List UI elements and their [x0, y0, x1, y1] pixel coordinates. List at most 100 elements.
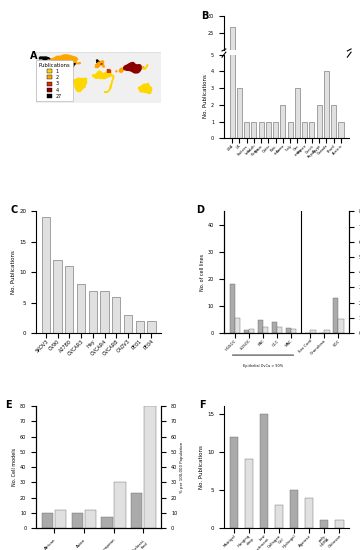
Bar — [85, 510, 96, 528]
Bar — [266, 122, 271, 138]
Bar — [235, 318, 240, 333]
Bar — [249, 328, 255, 333]
Bar — [89, 290, 97, 333]
Bar — [280, 110, 285, 117]
Bar — [144, 406, 156, 528]
Bar — [230, 437, 238, 528]
Bar — [290, 490, 298, 528]
Bar — [277, 327, 283, 333]
Y-axis label: % per 100,000 Population: % per 100,000 Population — [180, 442, 184, 493]
Bar — [251, 122, 256, 138]
Bar — [309, 122, 315, 138]
Bar — [305, 498, 313, 528]
Bar — [230, 26, 235, 117]
Bar — [100, 290, 109, 333]
Bar — [288, 122, 293, 138]
Polygon shape — [120, 68, 125, 73]
Y-axis label: No. Publications: No. Publications — [12, 250, 17, 294]
Text: A: A — [30, 51, 37, 61]
Bar — [251, 113, 256, 117]
Text: C: C — [11, 205, 18, 215]
Bar — [136, 321, 144, 333]
Polygon shape — [101, 61, 104, 63]
Bar — [53, 260, 62, 333]
Polygon shape — [40, 57, 50, 60]
Polygon shape — [107, 69, 111, 73]
Polygon shape — [101, 64, 104, 67]
Y-axis label: No. of cell lines: No. of cell lines — [200, 254, 205, 291]
Text: E: E — [5, 400, 11, 410]
Text: D: D — [196, 205, 204, 215]
Bar — [42, 513, 53, 528]
Polygon shape — [124, 63, 141, 73]
FancyBboxPatch shape — [36, 52, 161, 103]
Bar — [266, 113, 271, 117]
Bar — [324, 330, 329, 333]
Bar — [331, 110, 336, 117]
Text: B: B — [201, 12, 209, 21]
Bar — [291, 328, 296, 333]
Bar — [309, 113, 315, 117]
Bar — [275, 505, 283, 528]
Bar — [317, 110, 322, 117]
Legend: 1, 2, 3, 4, 27: 1, 2, 3, 4, 27 — [36, 60, 72, 101]
Bar — [285, 328, 291, 333]
Bar — [101, 518, 113, 528]
Bar — [77, 284, 85, 333]
Bar — [338, 122, 343, 138]
Bar — [295, 88, 300, 138]
Text: F: F — [199, 400, 206, 410]
Bar — [302, 113, 307, 117]
Bar — [65, 266, 73, 333]
Bar — [338, 320, 343, 333]
Bar — [295, 107, 300, 117]
Bar — [317, 105, 322, 138]
Polygon shape — [50, 55, 80, 64]
Y-axis label: No. Publications: No. Publications — [203, 75, 208, 118]
Circle shape — [116, 71, 117, 72]
Bar — [258, 122, 264, 138]
Y-axis label: No. Publications: No. Publications — [199, 445, 204, 489]
Bar — [244, 122, 249, 138]
Polygon shape — [73, 78, 86, 91]
Text: Epithelial OvCa > 90%: Epithelial OvCa > 90% — [243, 364, 283, 367]
Bar — [333, 298, 338, 333]
Polygon shape — [55, 63, 75, 72]
Polygon shape — [96, 60, 99, 63]
Bar — [114, 482, 126, 528]
Bar — [302, 122, 307, 138]
Polygon shape — [142, 67, 144, 68]
Y-axis label: No. Cell models: No. Cell models — [12, 448, 17, 486]
Bar — [320, 520, 328, 528]
Bar — [331, 105, 336, 138]
Polygon shape — [97, 62, 101, 65]
Bar — [230, 284, 235, 333]
Bar — [273, 122, 278, 138]
Bar — [280, 105, 285, 138]
Bar — [273, 113, 278, 117]
Bar — [244, 331, 249, 333]
Bar — [258, 113, 264, 117]
Bar — [147, 321, 156, 333]
Bar — [245, 459, 253, 528]
Bar — [338, 113, 343, 117]
Bar — [260, 414, 268, 528]
Bar — [244, 113, 249, 117]
Bar — [271, 322, 277, 333]
Bar — [230, 0, 235, 138]
Bar — [310, 330, 315, 333]
Bar — [324, 72, 329, 138]
Bar — [288, 113, 293, 117]
Polygon shape — [144, 65, 148, 69]
Bar — [55, 510, 66, 528]
Legend: No. models, % per
100,000
populati
on: No. models, % per 100,000 populati on — [258, 406, 291, 432]
Bar — [237, 88, 242, 138]
Bar — [72, 513, 83, 528]
Bar — [324, 103, 329, 117]
Bar — [42, 217, 50, 333]
Bar — [263, 327, 269, 333]
Bar — [237, 107, 242, 117]
Bar — [335, 520, 343, 528]
Bar — [131, 493, 143, 528]
Bar — [112, 296, 120, 333]
